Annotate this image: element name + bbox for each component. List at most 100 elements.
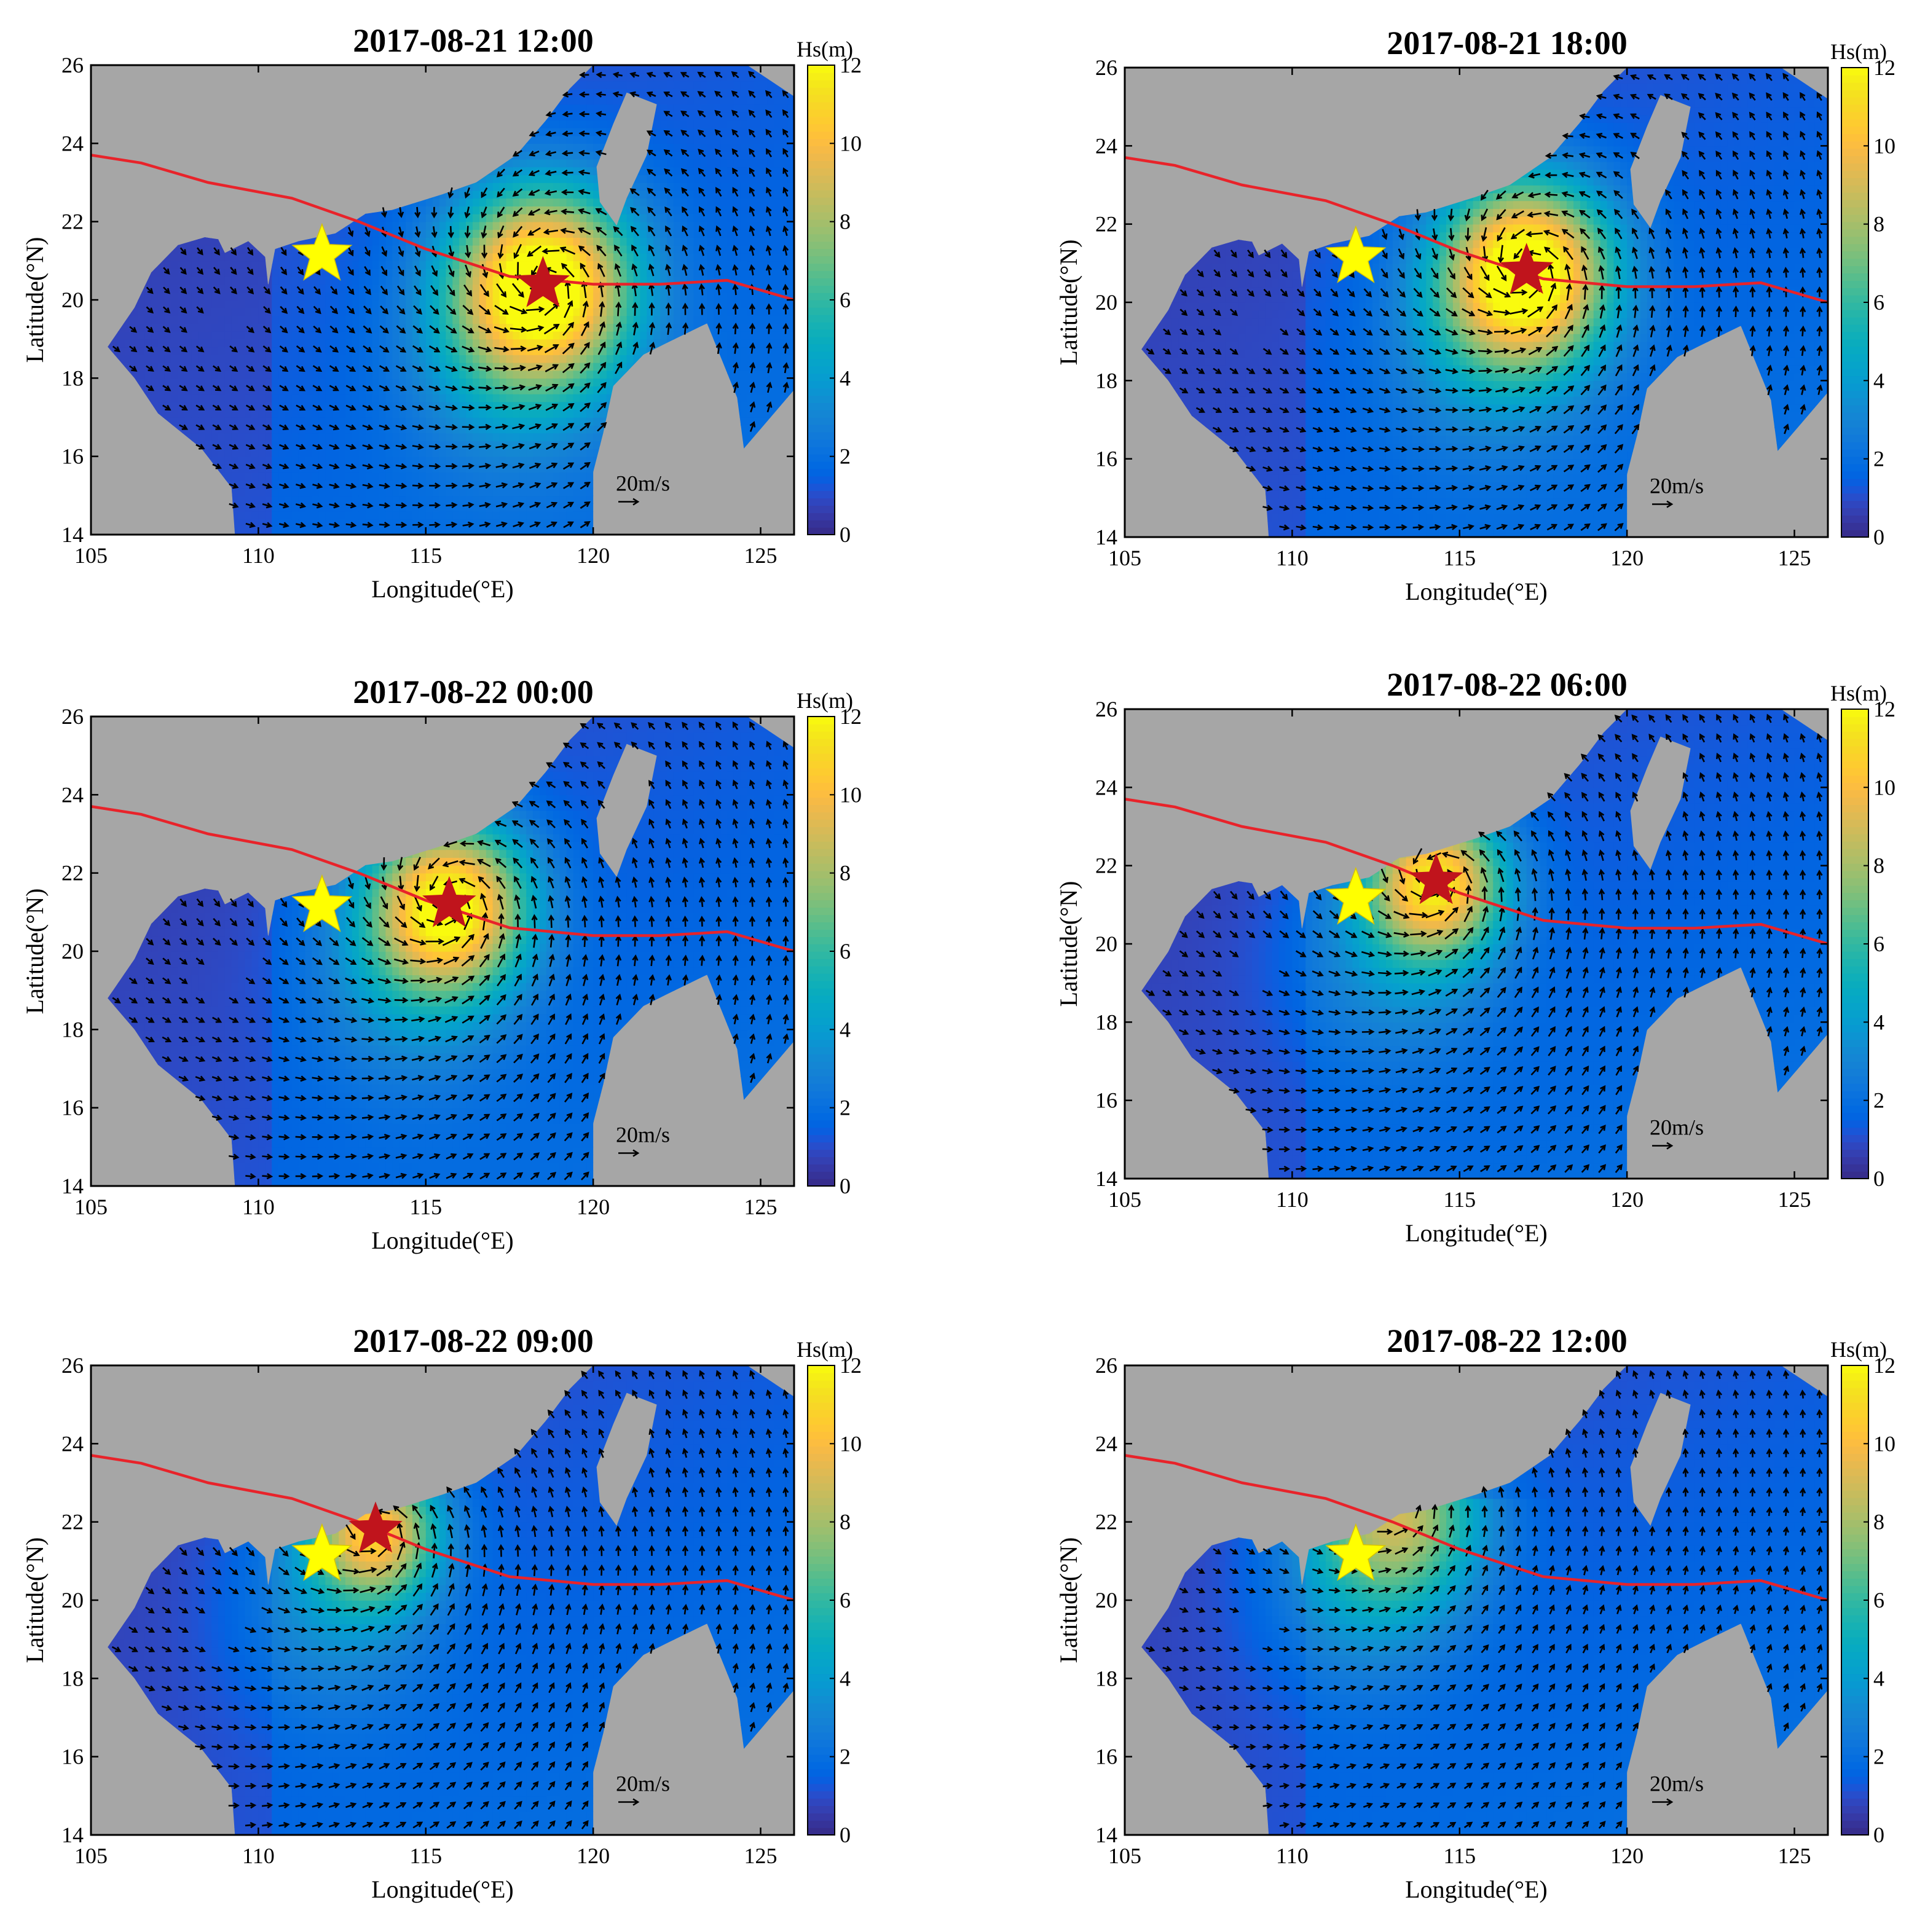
wind-arrow: [1563, 444, 1575, 454]
wind-arrow: [329, 937, 339, 946]
wind-arrow: [128, 1016, 138, 1023]
wind-arrow: [1429, 505, 1441, 511]
wind-arrow: [564, 1152, 573, 1161]
wind-arrow: [213, 938, 221, 946]
wind-arrow: [1582, 1643, 1588, 1654]
wind-arrow: [1396, 1685, 1407, 1691]
wind-arrow: [412, 1644, 423, 1654]
wind-arrow: [665, 935, 672, 947]
wind-arrow: [1716, 325, 1723, 337]
wind-arrow: [562, 423, 575, 431]
wind-arrow: [212, 385, 222, 391]
wind-arrow: [312, 1017, 324, 1023]
wind-arrow: [1427, 949, 1443, 957]
wind-arrow: [1666, 344, 1672, 357]
wind-arrow: [1749, 189, 1755, 200]
wind-arrow: [749, 1053, 756, 1064]
wind-arrow: [1411, 969, 1426, 976]
wind-arrow: [326, 1587, 342, 1594]
wind-arrow: [1312, 910, 1323, 920]
wind-arrow: [395, 1704, 407, 1711]
wind-arrow: [179, 977, 188, 984]
wind-arrow: [1497, 1026, 1507, 1037]
wind-arrow: [296, 522, 307, 528]
wind-arrow: [1514, 1781, 1523, 1790]
wind-arrow: [1361, 970, 1376, 977]
wind-arrow: [749, 1662, 756, 1673]
wind-arrow: [597, 799, 605, 809]
wind-arrow: [1463, 1067, 1474, 1075]
wind-arrow: [463, 1762, 473, 1771]
wind-arrow: [294, 1627, 308, 1633]
wind-arrow: [428, 1016, 442, 1023]
wind-arrow: [564, 1093, 573, 1103]
wind-arrow: [1195, 1048, 1207, 1055]
taiwan-island: [596, 1392, 657, 1526]
wind-arrow: [464, 226, 471, 239]
wind-arrow: [529, 521, 541, 528]
wind-arrow: [1412, 1546, 1424, 1557]
wind-arrow: [362, 424, 374, 431]
wind-arrow: [278, 1056, 290, 1062]
wind-arrow: [632, 321, 639, 336]
wind-arrow: [379, 463, 391, 469]
wind-arrow: [765, 857, 773, 868]
wind-arrow: [1262, 407, 1273, 414]
wind-arrow: [229, 997, 239, 1003]
wind-arrow: [195, 1685, 207, 1692]
wind-arrow: [1632, 1702, 1639, 1712]
wind-arrow: [531, 1721, 538, 1732]
wind-arrow: [1766, 1506, 1773, 1517]
wind-arrow: [1262, 1704, 1273, 1711]
wind-arrow: [462, 423, 475, 431]
wind-arrow: [1163, 328, 1171, 336]
wind-arrow: [1229, 1029, 1240, 1035]
wind-arrow: [1715, 849, 1722, 861]
wind-arrow: [581, 914, 588, 928]
reference-vector-arrow: [618, 1798, 640, 1806]
wind-arrow: [295, 1743, 307, 1750]
wind-arrow: [1766, 1448, 1773, 1458]
wind-arrow: [1465, 1525, 1471, 1537]
wind-arrow: [1162, 1009, 1172, 1016]
wind-arrow: [411, 1016, 425, 1023]
wind-arrow: [715, 1643, 722, 1654]
wind-arrow: [665, 225, 672, 237]
wind-arrow: [1800, 752, 1806, 763]
wind-arrow: [1447, 1802, 1457, 1809]
wind-arrow: [1460, 850, 1475, 862]
wind-arrow: [732, 974, 739, 986]
wind-arrow: [411, 1035, 425, 1042]
wind-arrow: [1580, 228, 1591, 240]
wind-arrow: [1599, 1663, 1605, 1673]
wind-arrow: [1715, 1467, 1723, 1477]
wind-arrow: [261, 1646, 274, 1653]
wind-arrow: [1783, 1702, 1789, 1712]
x-tick-label: 115: [1443, 546, 1476, 570]
wind-arrow: [1631, 404, 1640, 415]
wind-arrow: [782, 167, 789, 178]
wind-arrow: [715, 1370, 722, 1380]
wind-arrow: [749, 1506, 755, 1517]
wind-arrow: [476, 839, 491, 847]
wind-arrow: [1531, 1663, 1539, 1673]
wind-arrow: [1296, 1607, 1307, 1614]
wind-arrow: [1766, 208, 1773, 219]
wind-arrow: [1715, 1428, 1723, 1438]
wind-arrow: [146, 326, 154, 333]
wind-arrow: [715, 1545, 722, 1556]
wind-arrow: [632, 1603, 639, 1615]
wind-arrow: [345, 1114, 358, 1121]
wind-arrow: [648, 263, 655, 277]
wind-arrow: [530, 1053, 540, 1064]
wind-arrow: [179, 1547, 187, 1557]
wind-arrow: [581, 1506, 588, 1517]
wind-arrow: [1196, 930, 1205, 938]
wind-arrow: [246, 365, 255, 372]
wind-arrow: [1565, 1643, 1572, 1654]
wind-arrow: [295, 502, 307, 509]
wind-arrow: [312, 1743, 324, 1750]
wind-arrow: [1597, 753, 1606, 763]
wind-arrow: [1430, 1645, 1440, 1653]
